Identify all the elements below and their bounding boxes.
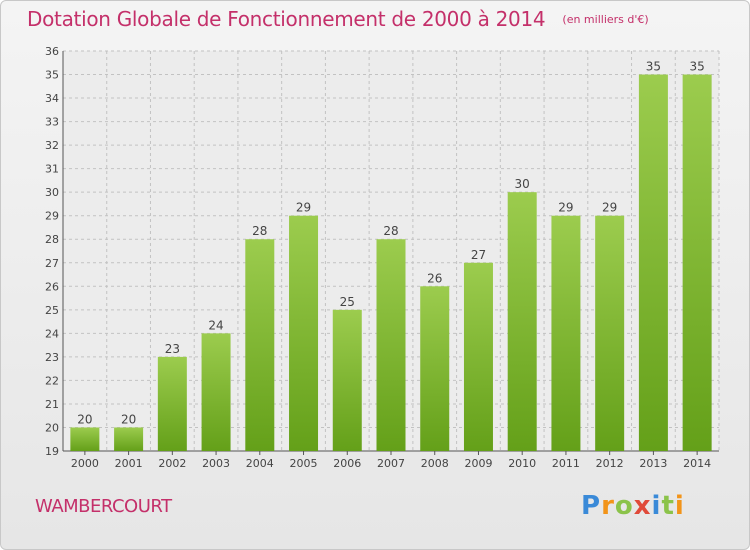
x-tick-label: 2002 bbox=[158, 457, 186, 470]
commune-name: WAMBERCOURT bbox=[35, 496, 172, 517]
bar-2014 bbox=[682, 74, 712, 451]
bar-2007 bbox=[376, 239, 406, 451]
y-tick-label: 30 bbox=[45, 186, 59, 199]
brand-letter: x bbox=[633, 491, 652, 521]
data-label: 28 bbox=[383, 224, 398, 238]
bar-2001 bbox=[114, 427, 144, 451]
x-tick-label: 2012 bbox=[596, 457, 624, 470]
y-tick-label: 29 bbox=[45, 210, 59, 223]
x-tick-label: 2004 bbox=[246, 457, 274, 470]
x-tick-label: 2010 bbox=[508, 457, 536, 470]
bar-2000 bbox=[70, 427, 100, 451]
data-label: 20 bbox=[121, 412, 136, 426]
data-label: 29 bbox=[558, 201, 573, 215]
y-tick-label: 36 bbox=[45, 45, 59, 58]
bar-2010 bbox=[507, 192, 537, 452]
brand-letter: t bbox=[661, 491, 675, 521]
x-tick-label: 2001 bbox=[115, 457, 143, 470]
chart-subtitle: (en milliers d'€) bbox=[562, 13, 649, 26]
y-tick-label: 34 bbox=[45, 92, 59, 105]
y-tick-label: 28 bbox=[45, 233, 59, 246]
brand-letter: i bbox=[674, 491, 685, 521]
y-tick-label: 27 bbox=[45, 257, 59, 270]
data-label: 35 bbox=[646, 60, 661, 74]
data-label: 28 bbox=[252, 224, 267, 238]
title-row: Dotation Globale de Fonctionnement de 20… bbox=[27, 7, 649, 31]
bar-2006 bbox=[332, 309, 362, 451]
bar-2004 bbox=[245, 239, 275, 451]
x-tick-label: 2006 bbox=[333, 457, 361, 470]
x-tick-label: 2009 bbox=[464, 457, 492, 470]
bar-2009 bbox=[463, 262, 493, 451]
brand-letter: o bbox=[614, 491, 634, 521]
data-label: 35 bbox=[689, 60, 704, 74]
bar-2008 bbox=[420, 286, 450, 451]
brand-letter: P bbox=[581, 491, 602, 521]
x-tick-label: 2007 bbox=[377, 457, 405, 470]
y-tick-label: 24 bbox=[45, 327, 59, 340]
data-labels: 20 20 23 24 28 29 25 28 26 27 30 29 29 35 35 bbox=[77, 60, 705, 427]
data-label: 23 bbox=[165, 342, 180, 356]
y-tick-label: 32 bbox=[45, 139, 59, 152]
x-tick-label: 2013 bbox=[639, 457, 667, 470]
axes: 19 20 21 22 23 24 25 26 27 28 29 30 31 32 33 34 35 36 2000… bbox=[45, 45, 719, 470]
data-label: 30 bbox=[515, 177, 530, 191]
y-tick-label: 26 bbox=[45, 280, 59, 293]
y-tick-label: 21 bbox=[45, 398, 59, 411]
x-tick-label: 2000 bbox=[71, 457, 99, 470]
data-label: 27 bbox=[471, 248, 486, 262]
bar-2013 bbox=[638, 74, 668, 451]
y-tick-label: 35 bbox=[45, 69, 59, 82]
bar-2005 bbox=[289, 215, 319, 451]
bar-2012 bbox=[595, 215, 625, 451]
data-label: 20 bbox=[77, 412, 92, 426]
x-tick-label: 2011 bbox=[552, 457, 580, 470]
x-tick-label: 2003 bbox=[202, 457, 230, 470]
chart-title: Dotation Globale de Fonctionnement de 20… bbox=[27, 7, 546, 31]
data-label: 25 bbox=[340, 295, 355, 309]
brand-letter: i bbox=[651, 491, 662, 521]
x-tick-label: 2008 bbox=[421, 457, 449, 470]
y-tick-label: 23 bbox=[45, 351, 59, 364]
y-tick-label: 22 bbox=[45, 374, 59, 387]
brand-logo: Proxiti bbox=[581, 491, 685, 521]
data-label: 29 bbox=[602, 201, 617, 215]
data-label: 24 bbox=[208, 318, 223, 332]
y-tick-label: 33 bbox=[45, 116, 59, 129]
brand-letter: r bbox=[601, 491, 615, 521]
bar-2011 bbox=[551, 215, 581, 451]
bar-2003 bbox=[201, 333, 231, 451]
y-tick-label: 19 bbox=[45, 445, 59, 458]
data-label: 29 bbox=[296, 201, 311, 215]
y-tick-label: 25 bbox=[45, 304, 59, 317]
y-tick-label: 31 bbox=[45, 163, 59, 176]
y-tick-label: 20 bbox=[45, 421, 59, 434]
data-label: 26 bbox=[427, 271, 442, 285]
bars bbox=[70, 74, 712, 452]
x-tick-label: 2005 bbox=[290, 457, 318, 470]
bar-2002 bbox=[157, 356, 187, 451]
x-tick-label: 2014 bbox=[683, 457, 711, 470]
